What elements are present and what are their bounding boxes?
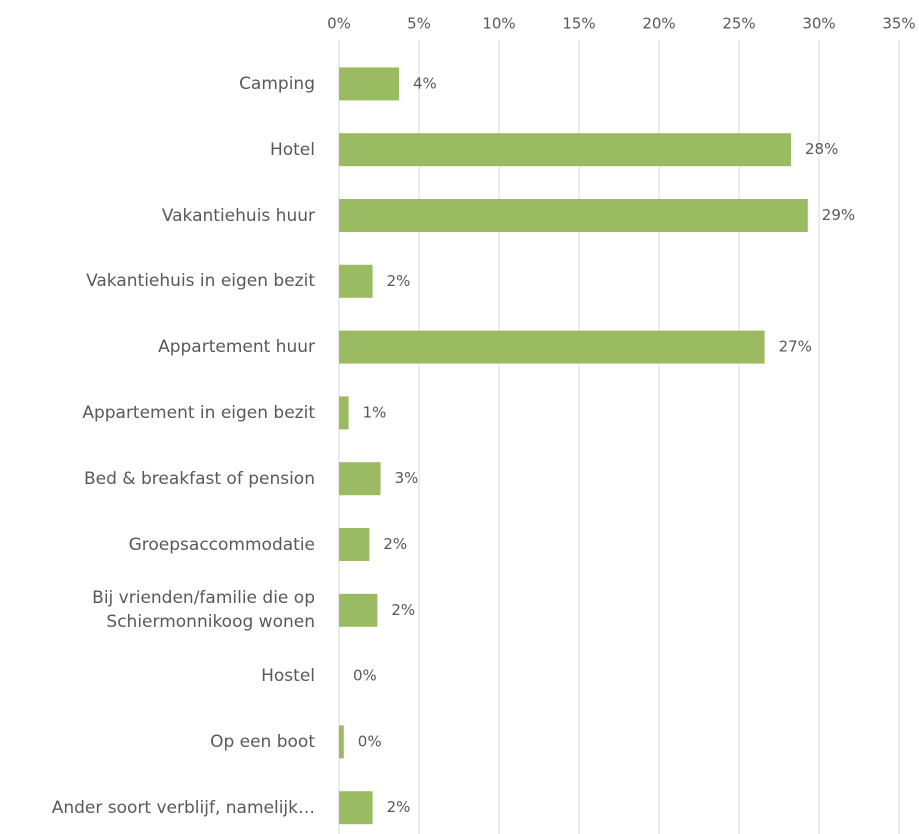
category-label: Bij vrienden/familie die op Schiermonnik…: [92, 588, 315, 633]
category-label: Bed & breakfast of pension: [83, 468, 315, 489]
category-label: Camping: [239, 73, 315, 94]
bar: [339, 725, 344, 759]
category-label: Op een boot: [210, 731, 315, 752]
bar: [339, 199, 808, 232]
data-label: 28%: [805, 140, 838, 158]
data-label: 0%: [358, 732, 382, 750]
category-label: Appartement huur: [158, 337, 315, 358]
x-tick-label: 5%: [407, 15, 431, 33]
category-label: Hotel: [269, 139, 315, 160]
x-tick-label: 0%: [327, 15, 351, 33]
bar: [339, 791, 373, 825]
x-tick-label: 25%: [722, 15, 755, 33]
x-tick-label: 15%: [562, 15, 595, 33]
bar: [339, 133, 791, 167]
data-label: 2%: [387, 798, 411, 816]
category-label: Appartement in eigen bezit: [82, 402, 315, 423]
bar: [339, 67, 399, 101]
bar: [339, 593, 378, 627]
bar: [339, 330, 765, 364]
bar: [339, 264, 373, 298]
x-tick-label: 30%: [802, 15, 835, 33]
category-label: Vakantiehuis huur: [161, 205, 315, 226]
category-label: Hostel: [261, 666, 315, 687]
category-label: Groepsaccommodatie: [128, 534, 315, 555]
data-label: 27%: [779, 338, 812, 356]
bar: [339, 528, 370, 561]
x-tick-label: 10%: [482, 15, 515, 33]
data-label: 2%: [387, 272, 411, 290]
category-label: Ander soort verblijf, namelijk…: [51, 797, 315, 818]
data-label: 2%: [391, 601, 415, 619]
bar: [339, 462, 381, 496]
data-label: 2%: [383, 535, 407, 553]
x-tick-label: 35%: [882, 15, 915, 33]
category-label: Vakantiehuis in eigen bezit: [86, 271, 315, 292]
data-label: 4%: [413, 74, 437, 92]
data-label: 0%: [353, 667, 377, 685]
data-label: 29%: [822, 206, 855, 224]
x-tick-label: 20%: [642, 15, 675, 33]
data-label: 3%: [395, 469, 419, 487]
bar: [339, 396, 349, 430]
data-label: 1%: [363, 403, 387, 421]
